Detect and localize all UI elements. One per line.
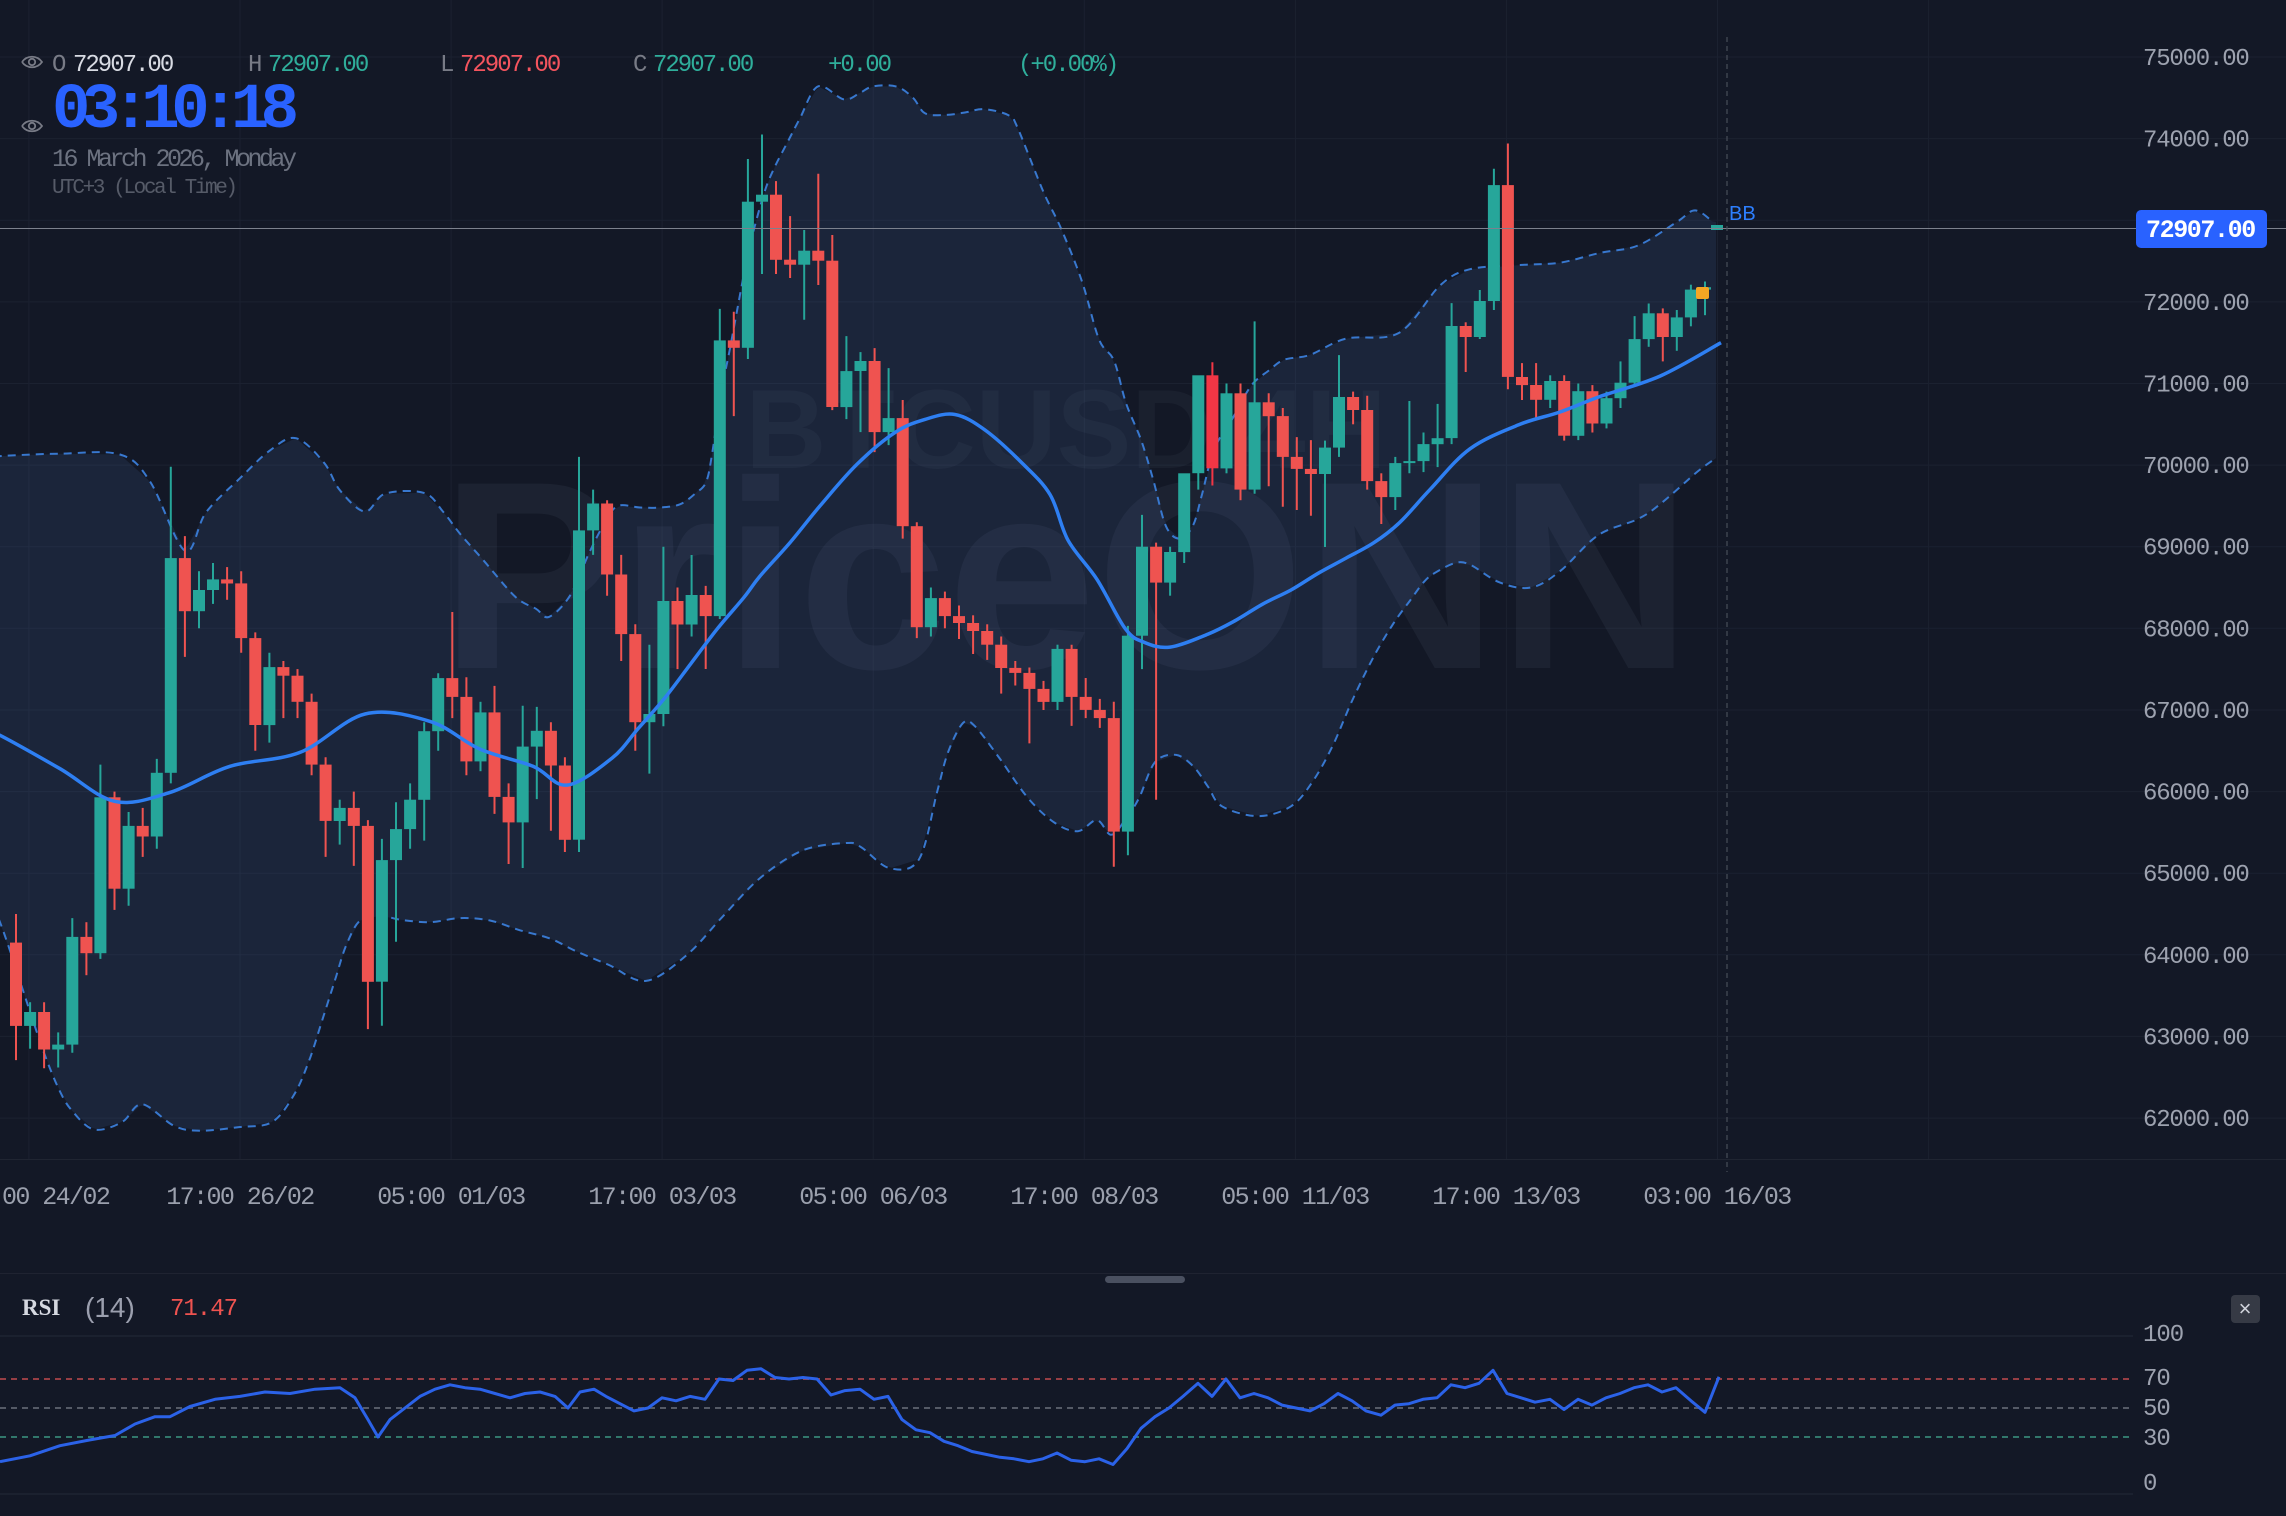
svg-text:03:00 16/03: 03:00 16/03 bbox=[1643, 1183, 1791, 1212]
svg-text:30: 30 bbox=[2143, 1426, 2170, 1453]
svg-text:70: 70 bbox=[2143, 1366, 2170, 1393]
svg-text:H: H bbox=[248, 52, 261, 79]
svg-text:72907.00: 72907.00 bbox=[268, 52, 368, 79]
svg-text:72907.00: 72907.00 bbox=[460, 52, 560, 79]
svg-text:17:00 26/02: 17:00 26/02 bbox=[166, 1183, 314, 1212]
svg-text:64000.00: 64000.00 bbox=[2143, 944, 2249, 971]
svg-text:RSI: RSI bbox=[22, 1295, 60, 1320]
svg-text:72907.00: 72907.00 bbox=[2146, 216, 2255, 245]
svg-text:70000.00: 70000.00 bbox=[2143, 454, 2249, 481]
svg-text:(+0.00%): (+0.00%) bbox=[1018, 52, 1117, 79]
svg-text:O: O bbox=[52, 52, 66, 79]
svg-text:65000.00: 65000.00 bbox=[2143, 862, 2249, 889]
svg-text:(14): (14) bbox=[85, 1292, 135, 1323]
svg-text:C: C bbox=[633, 52, 647, 79]
svg-text:05:00 11/03: 05:00 11/03 bbox=[1221, 1183, 1369, 1212]
svg-text:+0.00: +0.00 bbox=[828, 52, 891, 79]
svg-text:L: L bbox=[440, 52, 453, 79]
svg-text:0: 0 bbox=[2143, 1471, 2156, 1498]
svg-text:UTC+3 (Local Time): UTC+3 (Local Time) bbox=[52, 177, 236, 200]
svg-text:71.47: 71.47 bbox=[170, 1296, 237, 1323]
svg-text:69000.00: 69000.00 bbox=[2143, 536, 2249, 563]
svg-text:72000.00: 72000.00 bbox=[2143, 291, 2249, 318]
svg-text:00 24/02: 00 24/02 bbox=[2, 1183, 110, 1212]
svg-text:×: × bbox=[2239, 1296, 2252, 1321]
svg-text:16 March 2026, Monday: 16 March 2026, Monday bbox=[52, 145, 297, 174]
svg-text:100: 100 bbox=[2143, 1322, 2183, 1349]
svg-text:63000.00: 63000.00 bbox=[2143, 1025, 2249, 1052]
svg-text:17:00 13/03: 17:00 13/03 bbox=[1432, 1183, 1580, 1212]
svg-text:66000.00: 66000.00 bbox=[2143, 781, 2249, 808]
svg-text:50: 50 bbox=[2143, 1396, 2170, 1423]
svg-text:03:10:18: 03:10:18 bbox=[52, 75, 296, 147]
svg-text:72907.00: 72907.00 bbox=[653, 52, 753, 79]
svg-text:74000.00: 74000.00 bbox=[2143, 128, 2249, 155]
svg-text:17:00 08/03: 17:00 08/03 bbox=[1010, 1183, 1158, 1212]
svg-text:71000.00: 71000.00 bbox=[2143, 373, 2249, 400]
svg-text:17:00 03/03: 17:00 03/03 bbox=[588, 1183, 736, 1212]
svg-text:62000.00: 62000.00 bbox=[2143, 1107, 2249, 1134]
svg-text:67000.00: 67000.00 bbox=[2143, 699, 2249, 726]
svg-text:05:00 06/03: 05:00 06/03 bbox=[799, 1183, 947, 1212]
svg-text:75000.00: 75000.00 bbox=[2143, 46, 2249, 73]
svg-text:68000.00: 68000.00 bbox=[2143, 617, 2249, 644]
svg-text:BB: BB bbox=[1729, 203, 1756, 225]
svg-text:05:00 01/03: 05:00 01/03 bbox=[377, 1183, 525, 1212]
svg-text:72907.00: 72907.00 bbox=[73, 52, 173, 79]
